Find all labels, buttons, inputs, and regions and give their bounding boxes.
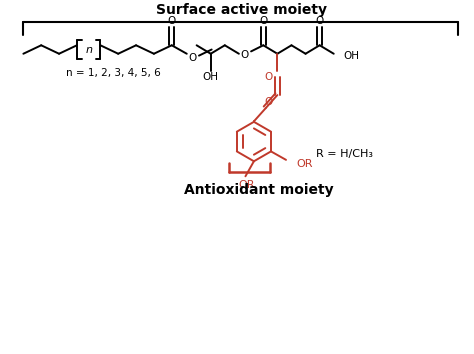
Text: OH: OH [203,72,219,82]
Text: O: O [241,50,249,60]
Text: O: O [168,16,176,26]
Text: O: O [189,53,197,63]
Text: OH: OH [343,51,359,61]
Text: Surface active moiety: Surface active moiety [156,2,327,17]
Text: R = H/CH₃: R = H/CH₃ [316,149,373,159]
Text: n = 1, 2, 3, 4, 5, 6: n = 1, 2, 3, 4, 5, 6 [65,68,160,79]
Text: Antioxidant moiety: Antioxidant moiety [184,183,333,197]
Text: OR: OR [238,180,255,190]
Text: OR: OR [297,159,313,169]
Text: O: O [259,16,267,26]
Text: O: O [265,72,273,82]
Text: O: O [265,97,273,107]
Text: n: n [85,45,92,55]
Text: O: O [316,16,324,26]
